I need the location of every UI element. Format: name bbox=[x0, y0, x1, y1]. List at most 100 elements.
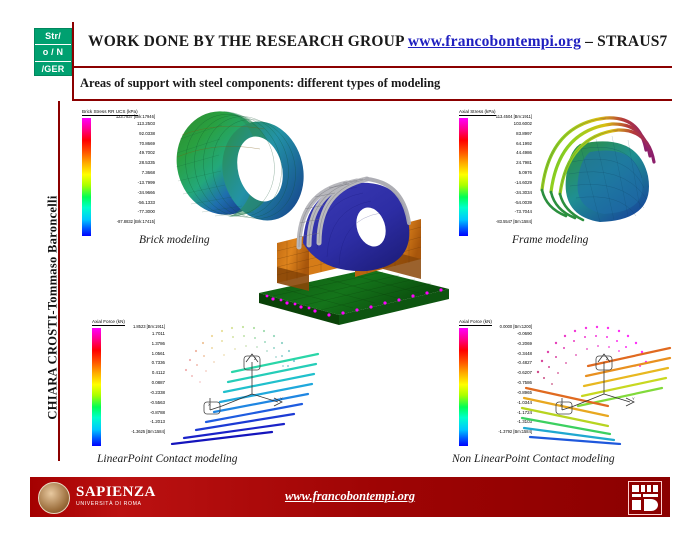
legend-brick-max: 123.7837 [Brk:17946] bbox=[115, 114, 155, 119]
legend-nonlinear-tick: -0.2069 bbox=[517, 340, 532, 346]
legend-brick-tick: -13.7999 bbox=[137, 179, 155, 185]
legend-brick-min: -87.8832 [Brk:17415] bbox=[116, 219, 155, 225]
legend-nonlinear-max: 0.0000 [Bm:1200] bbox=[499, 324, 532, 329]
legend-linear-tick: 1.7011 bbox=[151, 331, 165, 336]
logo-line-3: /GER bbox=[41, 63, 65, 74]
legend-nonlinear-ticks: 0.0000 [Bm:1200] -0.0690 -0.2069 -0.3448… bbox=[470, 324, 532, 437]
legend-nonlinear-min: -1.3792 [Bm:1584] bbox=[498, 429, 532, 435]
sapienza-name: SAPIENZA bbox=[76, 484, 156, 500]
legend-frame-tick: -54.0039 bbox=[514, 199, 532, 205]
assembly-model-view bbox=[243, 165, 458, 325]
legend-frame-tick: 5.0976 bbox=[518, 170, 532, 176]
legend-nonlinear-title: Axial Force (kN) bbox=[459, 319, 492, 326]
nonlinear-contact-model-view: Z Y X bbox=[516, 310, 676, 445]
assembly-model-svg bbox=[259, 176, 449, 325]
legend-linear-title: Axial Force (kN) bbox=[92, 319, 125, 326]
legend-linear-ticks: 1.8523 [Bm:1911] 1.7011 1.3786 1.0561 0.… bbox=[103, 324, 165, 437]
legend-brick-tick: 49.7002 bbox=[139, 150, 155, 156]
legend-frame-ticks: 113.4504 [Bm:1911] 103.6002 83.8997 64.1… bbox=[470, 114, 532, 227]
svg-text:Y: Y bbox=[280, 396, 283, 401]
legend-nonlinear-tick: -1.1724 bbox=[517, 409, 532, 415]
svg-text:Y: Y bbox=[632, 396, 635, 401]
legend-nonlinear-tick: -0.6207 bbox=[517, 370, 532, 376]
page-subtitle: Areas of support with steel components: … bbox=[80, 76, 441, 90]
subtitle-divider-horizontal bbox=[72, 99, 672, 101]
legend-brick-tick: 7.3668 bbox=[141, 170, 155, 176]
linear-contact-svg: Z Y X bbox=[170, 325, 320, 445]
caption-nonlinear: Non LinearPoint Contact modeling bbox=[452, 453, 615, 465]
legend-nonlinear-tick: -1.0344 bbox=[517, 399, 532, 405]
brick-model-svg bbox=[175, 111, 304, 221]
legend-nonlinear-tick: -1.3103 bbox=[517, 419, 532, 425]
legend-linear-tick: 0.0887 bbox=[151, 380, 165, 386]
legend-brick-tick: -56.1333 bbox=[137, 199, 155, 205]
frame-model-svg bbox=[540, 116, 656, 223]
sapienza-subtitle: UNIVERSITÀ DI ROMA bbox=[76, 501, 142, 507]
legend-frame-tick: 103.6002 bbox=[513, 121, 532, 126]
legend-linear-max: 1.8523 [Bm:1911] bbox=[132, 324, 165, 329]
legend-brick-tick: 70.8669 bbox=[139, 140, 155, 146]
caption-frame: Frame modeling bbox=[512, 234, 589, 246]
legend-nonlinear-tick: -0.3448 bbox=[517, 350, 532, 356]
legend-frame-tick: 83.8997 bbox=[516, 130, 532, 136]
sapienza-wordmark: SAPIENZA UNIVERSITÀ DI ROMA bbox=[76, 485, 156, 507]
legend-linear-tick: 0.4112 bbox=[151, 370, 165, 376]
legend-linear-tick: 1.3786 bbox=[151, 340, 165, 346]
page-title-suffix: – STRAUS7 bbox=[585, 33, 668, 50]
legend-linear-tick: -0.8788 bbox=[150, 409, 165, 415]
sapienza-seal-icon bbox=[38, 482, 70, 514]
svg-text:Z: Z bbox=[606, 356, 609, 361]
header-divider-vertical bbox=[72, 22, 74, 74]
legend-frame-tick: 24.7981 bbox=[516, 160, 532, 166]
page-title-link[interactable]: www.francobontempi.org bbox=[407, 33, 582, 50]
legend-axial-stress: Axial Stress (kPa) 113.4504 [Bm:1911] 10… bbox=[459, 100, 532, 238]
legend-brick-tick: 28.5335 bbox=[139, 160, 155, 166]
legend-brick-tick: 92.0338 bbox=[139, 130, 155, 136]
subtitle-divider-vertical bbox=[72, 66, 74, 101]
legend-nonlinear-tick: -0.4827 bbox=[517, 360, 532, 366]
frame-model-view bbox=[520, 104, 670, 234]
brick-model-view bbox=[160, 105, 310, 235]
legend-brick-stress: Brick Stress RR UCS (kPa) 123.7837 [Brk:… bbox=[82, 100, 155, 238]
nonlinear-contact-svg: Z Y X bbox=[520, 325, 672, 445]
fbo-logo-icon bbox=[628, 481, 662, 515]
caption-linear: LinearPoint Contact modeling bbox=[97, 453, 238, 465]
legend-linear-tick: 1.0561 bbox=[151, 350, 165, 356]
legend-nonlinear-tick: -0.8965 bbox=[517, 389, 532, 395]
legend-frame-min: -83.5547 [Bm:1584] bbox=[496, 219, 532, 225]
logo-line-1: Str/ bbox=[35, 29, 71, 46]
legend-frame-tick: -14.6029 bbox=[514, 179, 532, 185]
svg-text:X: X bbox=[560, 402, 563, 407]
header-divider-horizontal bbox=[72, 66, 672, 68]
legend-frame-max: 113.4504 [Bm:1911] bbox=[495, 114, 532, 119]
page-title-prefix: WORK DONE BY THE RESEARCH GROUP bbox=[88, 33, 404, 50]
legend-frame-colorbar bbox=[459, 118, 468, 236]
legend-linear-tick: -0.5563 bbox=[150, 399, 165, 405]
linear-contact-model-view: Z Y X bbox=[166, 310, 326, 445]
svg-text:Z: Z bbox=[254, 356, 257, 361]
svg-text:X: X bbox=[208, 402, 211, 407]
legend-frame-title: Axial Stress (kPa) bbox=[459, 109, 496, 116]
footer-url-link[interactable]: www.francobontempi.org bbox=[284, 489, 416, 503]
legend-axial-force-nonlinear: Axial Force (kN) 0.0000 [Bm:1200] -0.069… bbox=[459, 310, 532, 448]
legend-nonlinear-colorbar bbox=[459, 328, 468, 446]
author-label: CHIARA CROSTI-Tommaso Baroncelli bbox=[45, 195, 60, 420]
legend-brick-tick: 113.2503 bbox=[137, 121, 155, 126]
author-divider bbox=[58, 101, 60, 461]
legend-brick-colorbar bbox=[82, 118, 91, 236]
legend-linear-tick: -1.2013 bbox=[150, 419, 165, 425]
legend-frame-tick: -73.7044 bbox=[514, 209, 532, 215]
legend-brick-tick: -34.9666 bbox=[137, 189, 155, 195]
legend-linear-tick: 0.7336 bbox=[151, 360, 165, 366]
strogen-logo: Str/ o / N /GER bbox=[34, 28, 72, 76]
legend-frame-tick: -34.3034 bbox=[514, 189, 532, 195]
legend-brick-tick: -77.3000 bbox=[137, 209, 155, 215]
legend-nonlinear-tick: -0.0690 bbox=[517, 331, 532, 336]
legend-linear-colorbar bbox=[92, 328, 101, 446]
legend-nonlinear-tick: -0.7586 bbox=[517, 380, 532, 386]
legend-linear-tick: -0.2338 bbox=[150, 389, 165, 395]
legend-frame-tick: 64.1992 bbox=[516, 140, 532, 146]
legend-brick-title: Brick Stress RR UCS (kPa) bbox=[82, 109, 138, 116]
legend-frame-tick: 44.4986 bbox=[516, 150, 532, 156]
